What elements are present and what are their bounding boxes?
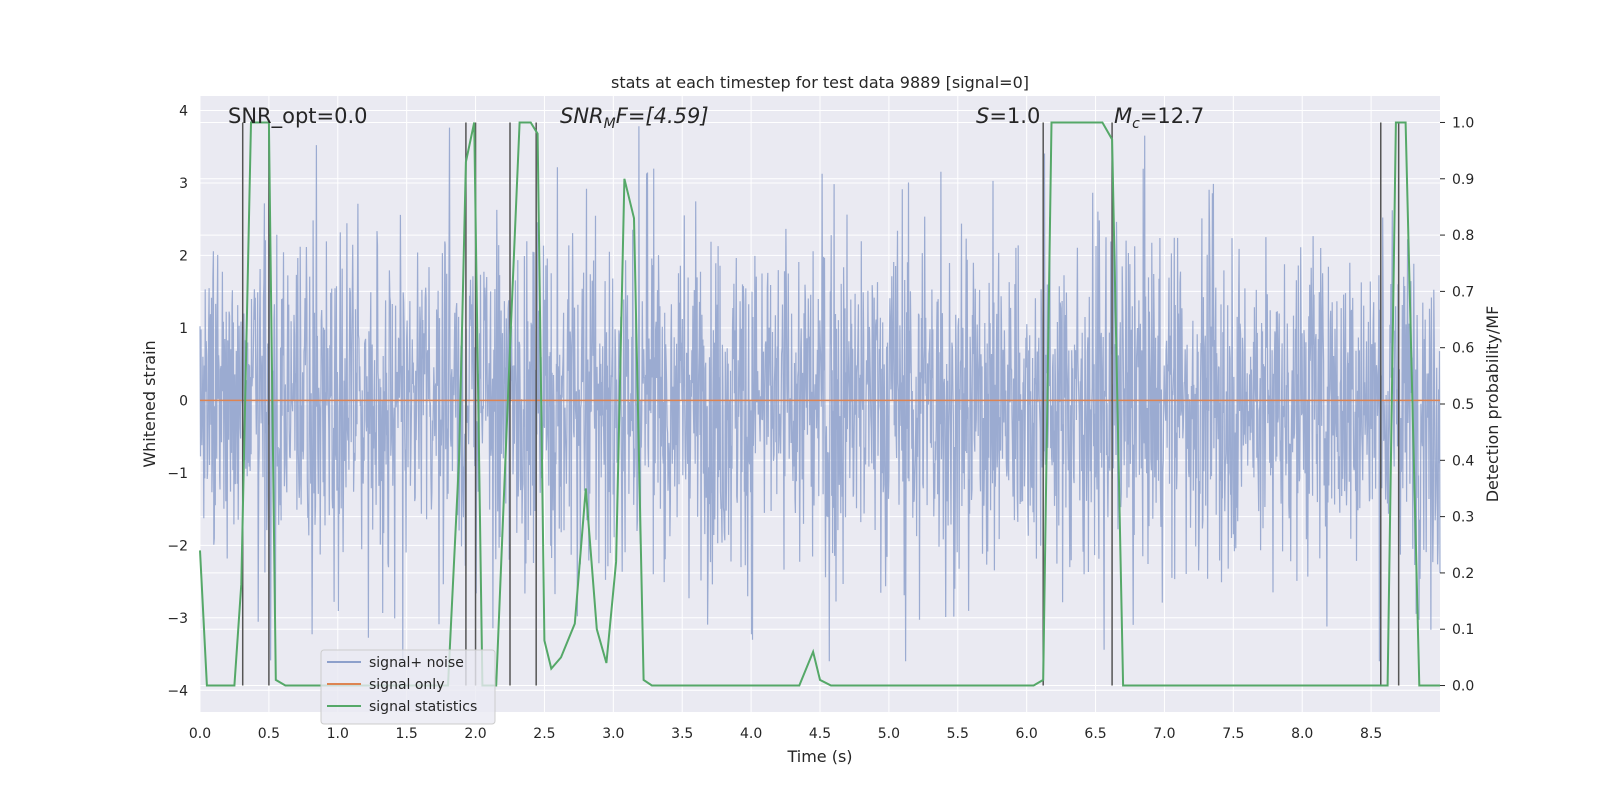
annotation-mc-sub: c	[1132, 116, 1140, 132]
y-right-tick-label: 0.4	[1452, 453, 1474, 469]
annotation-mc: Mc=12.7	[1114, 104, 1204, 132]
annotation-s: S=1.0	[976, 104, 1040, 128]
x-tick-label: 7.0	[1153, 726, 1175, 742]
y-right-tick-label: 0.6	[1452, 341, 1474, 357]
y-left-tick-label: 1	[179, 321, 188, 337]
annotation-snr-mf-sub: M	[604, 116, 616, 132]
y-right-tick-label: 0.0	[1452, 679, 1474, 695]
annotation-snr-mf: SNRMF=[4.59]	[560, 104, 709, 132]
x-tick-label: 6.0	[1016, 726, 1038, 742]
x-tick-label: 1.5	[396, 726, 418, 742]
x-tick-label: 2.5	[533, 726, 555, 742]
x-tick-label: 3.5	[671, 726, 693, 742]
y-right-tick-label: 0.5	[1452, 397, 1474, 413]
x-axis-ticks: 0.0 0.5 1.0 1.5 2.0 2.5 3.0 3.5 4.0 4.5 5.0 5.5 6.0 6…	[189, 726, 1382, 742]
y-right-axis-label: Detection probability/MF	[1483, 306, 1502, 503]
y-right-tick-label: 0.2	[1452, 566, 1474, 582]
noise-series	[199, 126, 1441, 662]
legend-label-noise: signal+ noise	[369, 655, 464, 671]
annotation-mc-rest: =12.7	[1140, 104, 1204, 128]
x-tick-label: 8.5	[1360, 726, 1382, 742]
y-right-axis-ticks: 1.0 0.9 0.8 0.7 0.6 0.5 0.4 0.3 0.2 0.1 0.0	[1440, 115, 1474, 695]
x-tick-label: 6.5	[1084, 726, 1106, 742]
annotation-mc-var: M	[1114, 104, 1132, 128]
legend-label-stats: signal statistics	[369, 699, 477, 715]
y-left-tick-label: 2	[179, 248, 188, 264]
chart-title: stats at each timestep for test data 988…	[611, 73, 1029, 92]
y-right-tick-label: 0.3	[1452, 510, 1474, 526]
x-tick-label: 4.0	[740, 726, 762, 742]
x-tick-label: 3.0	[602, 726, 624, 742]
annotation-s-rest: =1.0	[989, 104, 1040, 128]
y-right-tick-label: 0.1	[1452, 622, 1474, 638]
annotation-snr-mf-rest: F=[4.59]	[616, 104, 709, 128]
x-tick-label: 1.0	[327, 726, 349, 742]
x-axis-label: Time (s)	[786, 747, 852, 766]
x-tick-label: 2.0	[464, 726, 486, 742]
y-left-tick-label: −4	[167, 683, 188, 699]
legend-box	[320, 649, 496, 725]
y-left-tick-label: −1	[167, 466, 188, 482]
y-right-tick-label: 0.7	[1452, 284, 1474, 300]
y-left-tick-label: −2	[167, 538, 188, 554]
x-tick-label: 7.5	[1222, 726, 1244, 742]
x-tick-label: 0.5	[258, 726, 280, 742]
x-tick-label: 8.0	[1291, 726, 1313, 742]
legend: signal+ noise signal only signal statist…	[320, 649, 496, 725]
x-tick-label: 5.0	[878, 726, 900, 742]
annotation-s-var: S	[976, 104, 989, 128]
y-left-axis-label: Whitened strain	[140, 340, 159, 467]
y-left-tick-label: 4	[179, 103, 188, 119]
x-tick-label: 4.5	[809, 726, 831, 742]
y-left-tick-label: 0	[179, 393, 188, 409]
noise-trace	[199, 126, 1441, 662]
annotation-snr-opt: SNR_opt=0.0	[228, 104, 368, 129]
legend-label-signal: signal only	[369, 677, 444, 693]
y-right-tick-label: 1.0	[1452, 115, 1474, 131]
annotation-snr-mf-prefix: SNR	[560, 104, 604, 128]
y-left-axis-ticks: 4 3 2 1 0 −1 −2 −3 −4	[167, 103, 188, 699]
y-left-tick-label: 3	[179, 176, 188, 192]
x-tick-label: 5.5	[947, 726, 969, 742]
y-right-tick-label: 0.9	[1452, 172, 1474, 188]
y-right-tick-label: 0.8	[1452, 228, 1474, 244]
x-tick-label: 0.0	[189, 726, 211, 742]
y-left-tick-label: −3	[167, 611, 188, 627]
